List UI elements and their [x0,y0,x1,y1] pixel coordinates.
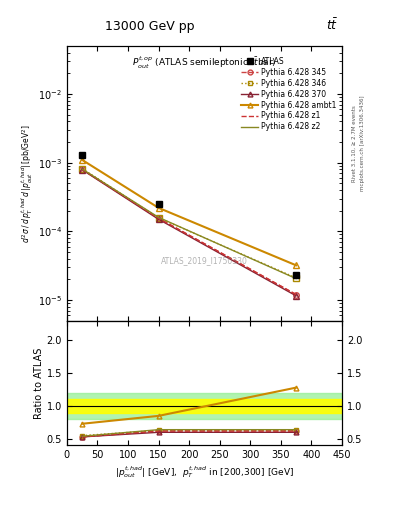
Pythia 6.428 345 [80,166,84,173]
Pythia 6.428 z1 [294,291,298,297]
Text: Rivet 3.1.10, ≥ 2.7M events: Rivet 3.1.10, ≥ 2.7M events [352,105,357,182]
Pythia 6.428 z1 [156,215,161,221]
Text: 13000 GeV pp: 13000 GeV pp [105,20,194,33]
Pythia 6.428 ambt1 [156,205,161,211]
Pythia 6.428 345 [156,215,161,221]
Line: ATLAS: ATLAS [79,152,299,278]
ATLAS [294,272,298,278]
Text: ATLAS_2019_I1750330: ATLAS_2019_I1750330 [161,255,248,265]
Legend: ATLAS, Pythia 6.428 345, Pythia 6.428 346, Pythia 6.428 370, Pythia 6.428 ambt1,: ATLAS, Pythia 6.428 345, Pythia 6.428 34… [240,55,338,133]
Pythia 6.428 370 [156,216,161,222]
X-axis label: $|p_{out}^{t,had}|$ [GeV],  $p_T^{t,had}$ in [200,300] [GeV]: $|p_{out}^{t,had}|$ [GeV], $p_T^{t,had}$… [115,464,294,480]
Line: Pythia 6.428 z2: Pythia 6.428 z2 [82,169,296,279]
ATLAS [80,152,84,158]
Pythia 6.428 370 [80,166,84,173]
ATLAS [156,201,161,207]
Line: Pythia 6.428 345: Pythia 6.428 345 [79,166,299,297]
Text: $t\bar{t}$: $t\bar{t}$ [326,18,338,33]
Line: Pythia 6.428 346: Pythia 6.428 346 [79,166,299,281]
Pythia 6.428 346 [156,215,161,221]
Pythia 6.428 346 [294,275,298,281]
Line: Pythia 6.428 z1: Pythia 6.428 z1 [82,169,296,294]
Line: Pythia 6.428 ambt1: Pythia 6.428 ambt1 [79,157,299,268]
Bar [67,399,342,413]
Pythia 6.428 ambt1 [80,157,84,163]
Bar [67,393,342,419]
Pythia 6.428 ambt1 [294,262,298,268]
Pythia 6.428 346 [80,165,84,172]
Pythia 6.428 z2 [156,214,161,220]
Pythia 6.428 370 [294,293,298,299]
Line: Pythia 6.428 370: Pythia 6.428 370 [79,167,299,298]
Text: mcplots.cern.ch [arXiv:1306.3436]: mcplots.cern.ch [arXiv:1306.3436] [360,96,365,191]
Pythia 6.428 z1 [80,166,84,173]
Y-axis label: Ratio to ATLAS: Ratio to ATLAS [34,347,44,419]
Pythia 6.428 345 [294,291,298,297]
Pythia 6.428 z2 [294,275,298,282]
Y-axis label: $d^2\sigma\,/\,d\,p_T^{t,had}\,d\,|p_{out}^{t,had}|\,[\mathrm{pb/GeV}^2]$: $d^2\sigma\,/\,d\,p_T^{t,had}\,d\,|p_{ou… [20,124,35,243]
Text: $P_{out}^{t,op}$ (ATLAS semileptonic t$\bar{t}$bar): $P_{out}^{t,op}$ (ATLAS semileptonic t$\… [132,54,277,71]
Pythia 6.428 z2 [80,166,84,172]
